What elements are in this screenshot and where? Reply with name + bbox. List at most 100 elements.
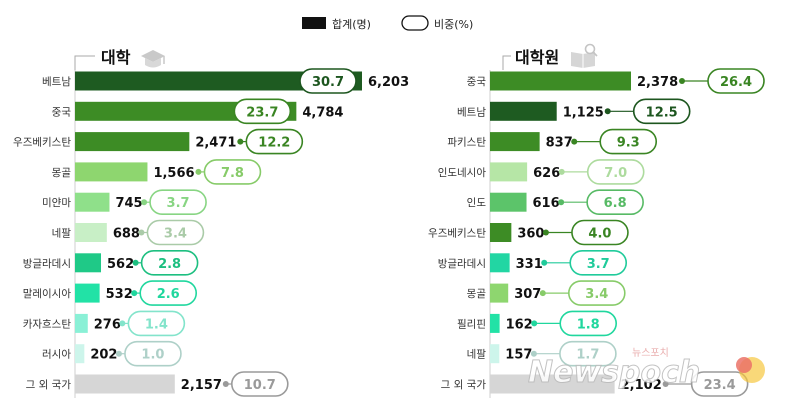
univ-share-pill [299, 68, 357, 94]
grad-share-label: 6.8 [604, 196, 627, 211]
univ-share-label: 23.7 [246, 105, 278, 120]
grad-bar [490, 71, 631, 91]
univ-value-label: 6,203 [368, 75, 409, 90]
grad-bar [490, 283, 509, 303]
grad-bar [490, 253, 510, 273]
grad-bar [490, 313, 500, 333]
univ-category-label: 말레이시아 [23, 288, 72, 300]
univ-value-label: 532 [106, 287, 133, 302]
grad-share-label: 12.5 [646, 105, 678, 120]
univ-title: 대학 [101, 48, 131, 67]
grad-share-label: 3.4 [585, 287, 608, 302]
legend-total-swatch [302, 17, 326, 29]
grad-bar [490, 223, 512, 242]
grad-share-pill [707, 68, 765, 94]
univ-share-pill [127, 310, 186, 337]
univ-share-label: 1.4 [145, 317, 168, 332]
univ-category-label: 몽골 [52, 167, 72, 179]
univ-value-label: 688 [113, 227, 140, 242]
grad-share-pill [571, 219, 629, 246]
univ-header-bracket [74, 55, 95, 70]
graduation-cap-icon [141, 50, 165, 68]
univ-bar [75, 132, 190, 152]
univ-share-label: 30.7 [312, 75, 344, 90]
grad-share-label: 23.4 [704, 378, 736, 393]
grad-share-pill [568, 280, 626, 306]
univ-share-label: 1.0 [141, 348, 164, 363]
univ-share-label: 3.7 [167, 196, 190, 211]
grad-share-pill [586, 189, 644, 215]
univ-category-label: 중국 [52, 106, 72, 118]
grad-bars: 중국 2,378 26.4 베트남 1,125 12.5 파키스탄 837 9.3 인도네시아 62… [428, 68, 765, 397]
grad-bar [490, 344, 500, 364]
grad-share-pill [559, 340, 617, 367]
univ-category-label: 미얀마 [42, 196, 71, 209]
grad-share-label: 1.7 [576, 348, 599, 363]
univ-value-label: 1,566 [153, 166, 194, 181]
grad-share-pill [690, 371, 749, 397]
univ-category-label: 베트남 [42, 76, 71, 88]
book-search-icon [571, 43, 598, 68]
grad-share-label: 1.8 [577, 317, 600, 332]
univ-share-pill [149, 189, 207, 215]
univ-share-pill [140, 250, 199, 276]
grad-title: 대학원 [515, 48, 559, 67]
univ-bar [75, 192, 110, 212]
univ-bar [75, 344, 85, 364]
univ-category-label: 방글라데시 [23, 258, 71, 270]
legend: 합계(명) 비중(%) [302, 15, 473, 31]
univ-share-label: 7.8 [221, 166, 244, 181]
watermark-sun-icon [736, 357, 765, 383]
univ-share-pill [230, 371, 289, 397]
grad-share-pill [569, 250, 628, 276]
grad-bar [490, 101, 557, 121]
grad-share-pill [632, 98, 691, 125]
grad-category-label: 방글라데시 [438, 258, 486, 270]
grad-value-label: 162 [506, 317, 533, 332]
grad-value-label: 616 [533, 196, 560, 211]
grad-share-label: 26.4 [720, 75, 752, 90]
grad-share-pill [586, 159, 645, 185]
univ-share-pill [203, 159, 262, 185]
grad-header: 대학원 [502, 43, 598, 70]
univ-share-label: 10.7 [244, 378, 276, 393]
legend-total-label: 합계(명) [332, 18, 371, 31]
grad-category-label: 베트남 [457, 106, 486, 118]
watermark-logo-text: Newspoch [528, 355, 700, 390]
grad-bar [490, 374, 615, 394]
univ-header: 대학 [74, 48, 165, 70]
grad-value-label: 837 [546, 136, 573, 151]
grad-bar [490, 132, 540, 152]
grad-value-label: 331 [516, 257, 543, 272]
univ-share-label: 2.8 [158, 257, 181, 272]
grad-value-label: 2,102 [621, 378, 662, 393]
univ-bars: 베트남 6,203 30.7 중국 4,784 23.7 우즈베키스탄 2,471 12.2 몽골… [13, 68, 409, 397]
grad-share-label: 7.0 [604, 166, 627, 181]
univ-value-label: 2,471 [195, 136, 236, 151]
grad-share-pill [559, 310, 618, 337]
univ-bar [75, 71, 362, 91]
univ-share-pill [245, 128, 304, 155]
grad-category-label: 파키스탄 [447, 137, 486, 149]
legend-share-swatch [401, 15, 429, 31]
univ-share-label: 3.4 [164, 227, 187, 242]
univ-share-pill [146, 219, 205, 246]
univ-bar [75, 253, 102, 273]
univ-share-pill [139, 280, 198, 306]
univ-bar [75, 223, 107, 242]
univ-category-label: 러시아 [42, 349, 71, 361]
univ-share-label: 12.2 [258, 136, 290, 151]
grad-value-label: 2,378 [637, 75, 678, 90]
grad-bar [490, 192, 527, 212]
grad-value-label: 626 [533, 166, 560, 181]
grad-share-label: 9.3 [617, 136, 640, 151]
grad-share-label: 3.7 [587, 257, 610, 272]
univ-bar [75, 374, 175, 394]
univ-value-label: 745 [115, 196, 142, 211]
univ-share-pill [124, 340, 182, 367]
grad-category-label: 인도 [467, 197, 487, 209]
grad-category-label: 중국 [467, 76, 487, 88]
grad-value-label: 307 [514, 287, 541, 302]
